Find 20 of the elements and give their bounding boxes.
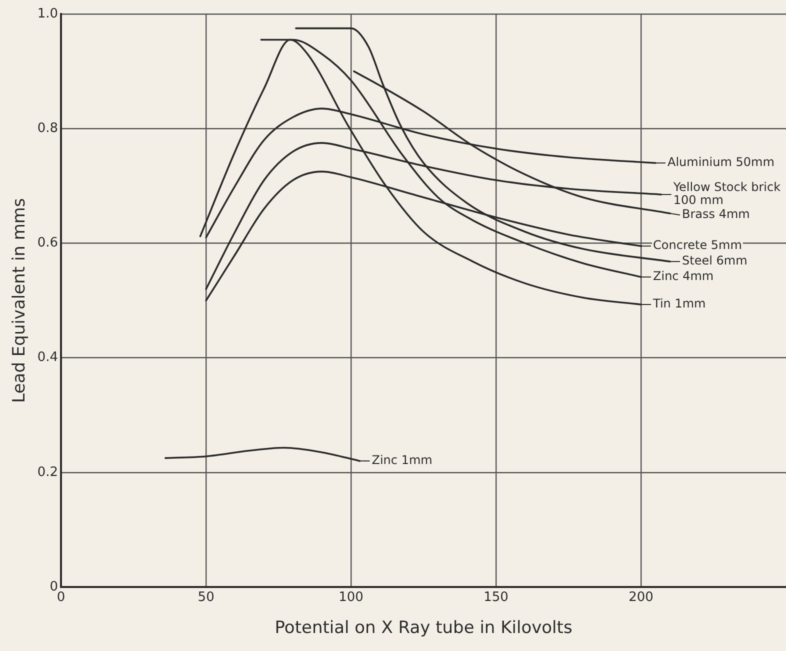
- legend-label: Zinc 1mm: [372, 453, 432, 468]
- x-tick-label: 200: [628, 590, 654, 606]
- y-tick-label: 0.4: [37, 350, 58, 366]
- x-axis-title: Potential on X Ray tube in Kilovolts: [274, 618, 572, 638]
- y-tick-label: 0.8: [37, 120, 58, 136]
- y-tick-label: 1.0: [37, 6, 58, 22]
- legend-label: Concrete 5mm: [653, 238, 742, 252]
- legend-label: Aluminium 50mm: [668, 155, 774, 170]
- x-tick-label: 100: [338, 590, 364, 606]
- x-tick-label: 50: [198, 590, 214, 606]
- y-tick-label: 0.2: [37, 464, 58, 480]
- x-tick-label: 150: [484, 590, 508, 606]
- legend-label: Tin 1mm: [652, 296, 706, 311]
- y-axis-title: Lead Equivalent in mms: [10, 198, 30, 403]
- legend-label: Steel 6mm: [682, 254, 748, 268]
- legend-label: Yellow Stock brick 100 mm: [672, 180, 781, 208]
- y-tick-label: 0: [50, 579, 58, 594]
- legend-label: Brass 4mm: [682, 207, 750, 222]
- legend-label: Zinc 4mm: [653, 269, 714, 284]
- y-tick-label: 0.6: [37, 236, 58, 251]
